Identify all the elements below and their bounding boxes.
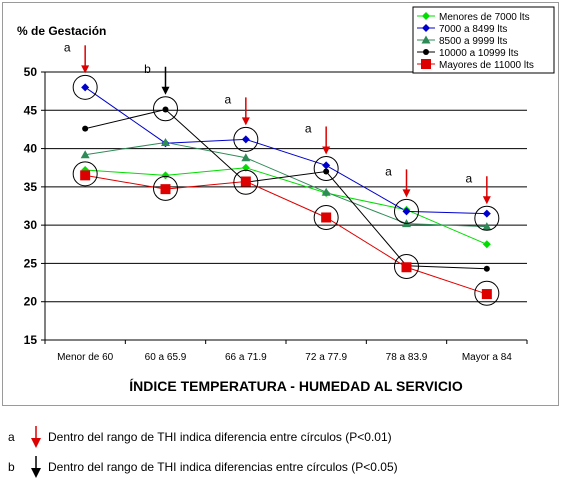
x-tick-label: Menor de 60 xyxy=(57,352,114,363)
data-point xyxy=(402,207,411,216)
annotation-arrow-head xyxy=(402,189,411,198)
legend-marker xyxy=(422,12,430,20)
x-tick-label: 60 a 65.9 xyxy=(145,352,187,363)
data-point xyxy=(482,240,491,249)
data-point xyxy=(322,161,331,170)
note-b-letter: b xyxy=(8,460,15,474)
series-line-2 xyxy=(85,141,487,228)
note-a-letter: a xyxy=(8,430,15,444)
legend-marker xyxy=(422,24,430,32)
annotation-letter: a xyxy=(305,121,312,135)
legend-entry: 8500 a 9999 lts xyxy=(439,36,507,47)
data-point xyxy=(80,150,90,159)
annotation-circle xyxy=(72,161,98,187)
annotation-letter: a xyxy=(385,164,392,178)
data-point xyxy=(160,184,171,195)
annotation-arrow-head xyxy=(161,86,170,95)
black-arrow-down-icon xyxy=(31,456,41,478)
legend-marker xyxy=(421,59,431,69)
annotation-circle xyxy=(313,155,339,181)
annotation-arrow-head xyxy=(482,196,491,205)
legend-marker xyxy=(421,35,431,44)
annotation-arrow-head xyxy=(241,117,250,126)
data-point xyxy=(401,262,412,273)
data-point xyxy=(482,209,491,218)
annotation-circle xyxy=(153,175,178,201)
legend-entry: Menores de 7000 lts xyxy=(439,12,530,23)
y-tick-label: 35 xyxy=(24,180,38,194)
data-point xyxy=(81,83,90,92)
series-line-4 xyxy=(85,174,487,295)
legend-entry: 7000 a 8499 lts xyxy=(439,24,507,35)
y-tick-label: 20 xyxy=(24,295,38,309)
annotation-letter: a xyxy=(64,40,71,54)
data-point xyxy=(483,265,490,272)
series-line-1 xyxy=(84,86,487,215)
data-point xyxy=(161,171,170,180)
legend xyxy=(412,6,555,74)
data-point xyxy=(241,153,251,162)
note-b-text: Dentro del rango de THI indica diferenci… xyxy=(48,460,398,474)
data-point xyxy=(241,163,250,172)
annotation-circle xyxy=(233,126,259,152)
data-point xyxy=(161,137,170,146)
annotation-letter: a xyxy=(465,171,472,185)
series-line-3 xyxy=(85,108,487,270)
y-tick-label: 30 xyxy=(24,218,38,232)
data-point xyxy=(321,187,331,196)
x-tick-label: 78 a 83.9 xyxy=(386,352,428,363)
annotation-letter: b xyxy=(144,62,151,76)
y-axis-title: % de Gestación xyxy=(17,24,106,38)
note-a-text: Dentro del rango de THI indica diferenci… xyxy=(48,430,392,444)
annotation-arrow-head xyxy=(322,146,331,155)
annotation-circle xyxy=(474,205,500,231)
annotation-circle xyxy=(153,96,178,122)
annotation-circle xyxy=(72,74,98,100)
y-tick-label: 25 xyxy=(24,256,38,270)
legend-marker xyxy=(423,49,429,55)
x-tick-label: 72 a 77.9 xyxy=(305,352,347,363)
chart-frame: 15 20 25 30 35 40 45 50 Menor de 60 60 a 65.9 66 a… xyxy=(2,2,559,406)
annotation-circle xyxy=(394,253,419,279)
data-point xyxy=(162,106,169,113)
data-point xyxy=(82,125,89,132)
annotation-circle xyxy=(394,198,419,224)
data-point xyxy=(323,168,330,175)
data-point xyxy=(241,135,250,144)
data-point xyxy=(481,289,492,300)
y-tick-label: 40 xyxy=(24,142,38,156)
y-tick-label: 50 xyxy=(24,65,38,79)
annotation-circle xyxy=(233,169,259,195)
y-tick-label: 15 xyxy=(24,333,38,347)
line-chart: 15 20 25 30 35 40 45 50 Menor de 60 60 a 65.9 66 a… xyxy=(17,6,555,394)
x-tick-label: Mayor a 84 xyxy=(462,352,512,363)
series-line-0 xyxy=(85,167,488,245)
annotation-circle xyxy=(474,280,500,306)
legend-entry: 10000 a 10999 lts xyxy=(439,48,519,59)
data-point xyxy=(240,176,251,187)
red-arrow-down-icon xyxy=(31,426,41,448)
annotation-letter: a xyxy=(224,92,231,106)
annotation-circle xyxy=(313,204,339,230)
annotation-arrow-head xyxy=(81,65,90,74)
x-axis-title: ÍNDICE TEMPERATURA - HUMEDAD AL SERVICIO xyxy=(129,378,463,394)
data-point xyxy=(80,170,91,181)
y-tick-label: 45 xyxy=(24,103,38,117)
plot-area xyxy=(45,72,527,340)
data-point xyxy=(321,212,332,223)
data-point xyxy=(482,222,492,231)
legend-entry: Mayores de 11000 lts xyxy=(439,60,534,71)
x-tick-label: 66 a 71.9 xyxy=(225,352,267,363)
